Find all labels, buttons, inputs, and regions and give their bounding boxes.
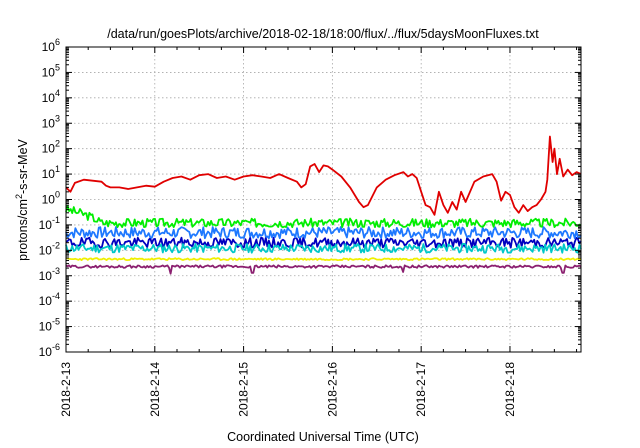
y-tick-label: 10-1: [39, 215, 60, 232]
y-tick-exponent: -4: [52, 291, 60, 301]
y-tick-exponent: -3: [52, 266, 60, 276]
y-tick-exponent: -2: [52, 240, 60, 250]
y-tick-exponent: 4: [55, 88, 60, 98]
y-tick-exponent: -1: [52, 215, 60, 225]
series-line-6: [65, 257, 582, 262]
y-tick-exponent: 3: [55, 113, 60, 123]
y-tick-label: 10-2: [39, 240, 60, 257]
y-tick-label: 102: [42, 139, 60, 156]
grid: [66, 46, 581, 353]
series-layer: [65, 135, 582, 275]
series-line-4: [65, 242, 582, 254]
y-tick-base: 10: [39, 269, 53, 283]
y-tick-base: 10: [42, 142, 56, 156]
y-tick-base: 10: [42, 167, 56, 181]
y-tick-base: 10: [42, 193, 56, 207]
y-tick-label: 100: [42, 190, 60, 207]
y-tick-label: 10-6: [39, 342, 60, 359]
ticks: [65, 46, 581, 353]
y-label-unit: protons/cm: [16, 199, 30, 261]
y-tick-exponent: 6: [55, 37, 60, 47]
y-tick-base: 10: [42, 116, 56, 130]
x-tick-label: 2018-2-13: [59, 362, 73, 417]
series-line-7: [65, 264, 582, 275]
y-tick-exponent: 5: [55, 62, 60, 72]
series-line-3: [65, 226, 582, 240]
y-tick-label: 103: [42, 113, 60, 130]
y-tick-exponent: -5: [52, 317, 60, 327]
y-axis-label: protons/cm2-s-sr-MeV: [14, 138, 30, 260]
x-tick-label: 2018-2-16: [325, 362, 339, 417]
series-line-1: [65, 135, 582, 216]
y-tick-base: 10: [42, 40, 56, 54]
y-tick-label: 10-4: [39, 291, 60, 308]
y-label-rest: -s-sr-MeV: [16, 138, 30, 194]
y-tick-base: 10: [39, 243, 53, 257]
y-tick-exponent: 0: [55, 190, 60, 200]
y-tick-exponent: -6: [52, 342, 60, 352]
y-tick-label: 101: [42, 164, 60, 181]
y-tick-label: 106: [42, 37, 60, 54]
y-tick-base: 10: [42, 65, 56, 79]
y-tick-label: 10-5: [39, 317, 60, 334]
x-axis-label: Coordinated Universal Time (UTC): [227, 430, 419, 444]
x-tick-label: 2018-2-14: [148, 362, 162, 417]
y-tick-exponent: 2: [55, 139, 60, 149]
y-tick-base: 10: [39, 294, 53, 308]
y-tick-base: 10: [39, 320, 53, 334]
y-tick-exponent: 1: [55, 164, 60, 174]
y-tick-base: 10: [39, 218, 53, 232]
x-tick-label: 2018-2-17: [414, 362, 428, 417]
y-tick-label: 10-3: [39, 266, 60, 283]
y-label-superscript: 2: [14, 194, 24, 199]
y-tick-base: 10: [42, 91, 56, 105]
series-line-5: [65, 236, 582, 249]
x-tick-label: 2018-2-15: [237, 362, 251, 417]
y-tick-base: 10: [39, 345, 53, 359]
y-tick-labels: 10610510410310210110010-110-210-310-410-…: [39, 37, 60, 359]
y-tick-label: 104: [42, 88, 60, 105]
y-tick-label: 105: [42, 62, 60, 79]
chart-title: /data/run/goesPlots/archive/2018-02-18/1…: [107, 27, 539, 41]
series-line-2: [65, 204, 582, 229]
x-tick-labels: 2018-2-13 2018-2-14 2018-2-15 2018-2-16 2018…: [59, 362, 517, 417]
x-tick-label: 2018-2-18: [503, 362, 517, 417]
